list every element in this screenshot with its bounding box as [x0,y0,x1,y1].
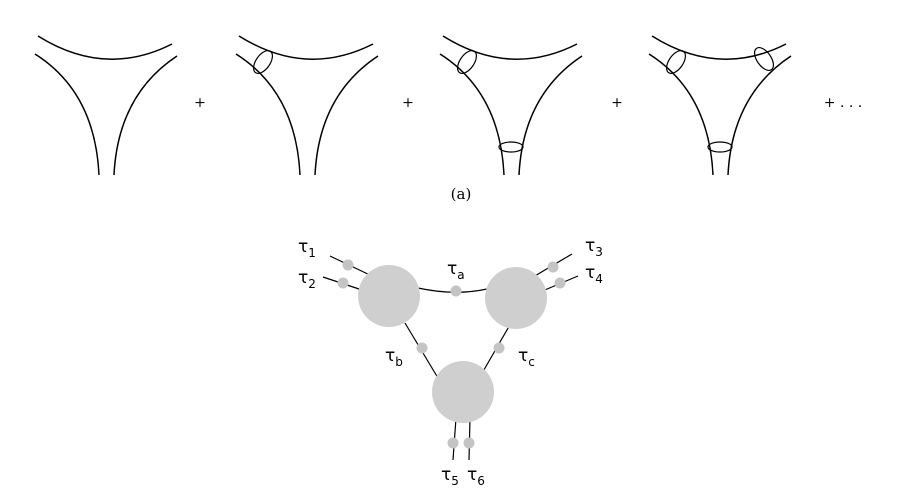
a4-top-edge [651,35,787,60]
a2-right-edge [314,55,379,176]
dot-tau4 [554,277,566,289]
label-tau4: τ4 [585,263,603,286]
dot-tau2 [337,277,349,289]
a3-right-edge [518,55,583,176]
label-tau2: τ2 [298,268,316,291]
a3-loop-bottom [498,141,524,153]
a1-right-edge [113,55,178,176]
diagram-a4-three-loops [648,35,792,176]
a4-left-edge [648,53,714,176]
a1-left-edge [34,53,100,176]
caption-a: (a) [451,185,472,203]
a4-loop-left [665,50,687,74]
panel-b: τ1 τ2 τ3 τ4 τa τb τc τ5 τ6 [298,236,603,488]
dot-tau3 [547,261,559,273]
a4-loop-bottom [707,141,733,153]
a2-loop-left [252,50,274,74]
plus-sign-3: + [611,95,623,111]
diagram-a3-two-loops [439,35,583,176]
a3-top-edge [442,35,578,60]
a1-top-edge [37,35,173,60]
label-tau3: τ3 [585,236,603,259]
a3-loop-left [456,50,478,74]
a2-top-edge [238,35,374,60]
label-tau-b: τb [385,346,403,369]
a4-right-edge [727,55,792,176]
dot-tau-b [416,342,428,354]
dot-tau-a [450,285,462,297]
dot-tau-c [493,342,505,354]
plus-sign-2: + [402,95,414,111]
label-tau1: τ1 [298,237,316,260]
label-tau6: τ6 [467,465,485,488]
a2-left-edge [235,53,301,176]
a4-loop-right [753,47,775,71]
label-tau-a: τa [447,259,465,282]
vertex-blob-left [358,265,420,327]
vertex-blob-bottom [432,361,494,423]
diagram-a2-one-loop [235,35,379,176]
diagram-a1-bare-vertex [34,35,178,176]
plus-sign-1: + [194,95,206,111]
plus-ellipsis: + . . . [824,95,862,111]
vertex-blob-right [485,267,547,329]
a3-left-edge [439,53,505,176]
label-tau-c: τc [518,346,535,369]
panel-a: + + + + . . . (a) [34,35,862,203]
dot-tau1 [342,259,354,271]
dot-tau6 [463,437,475,449]
dot-tau5 [447,437,459,449]
label-tau5: τ5 [441,465,459,488]
